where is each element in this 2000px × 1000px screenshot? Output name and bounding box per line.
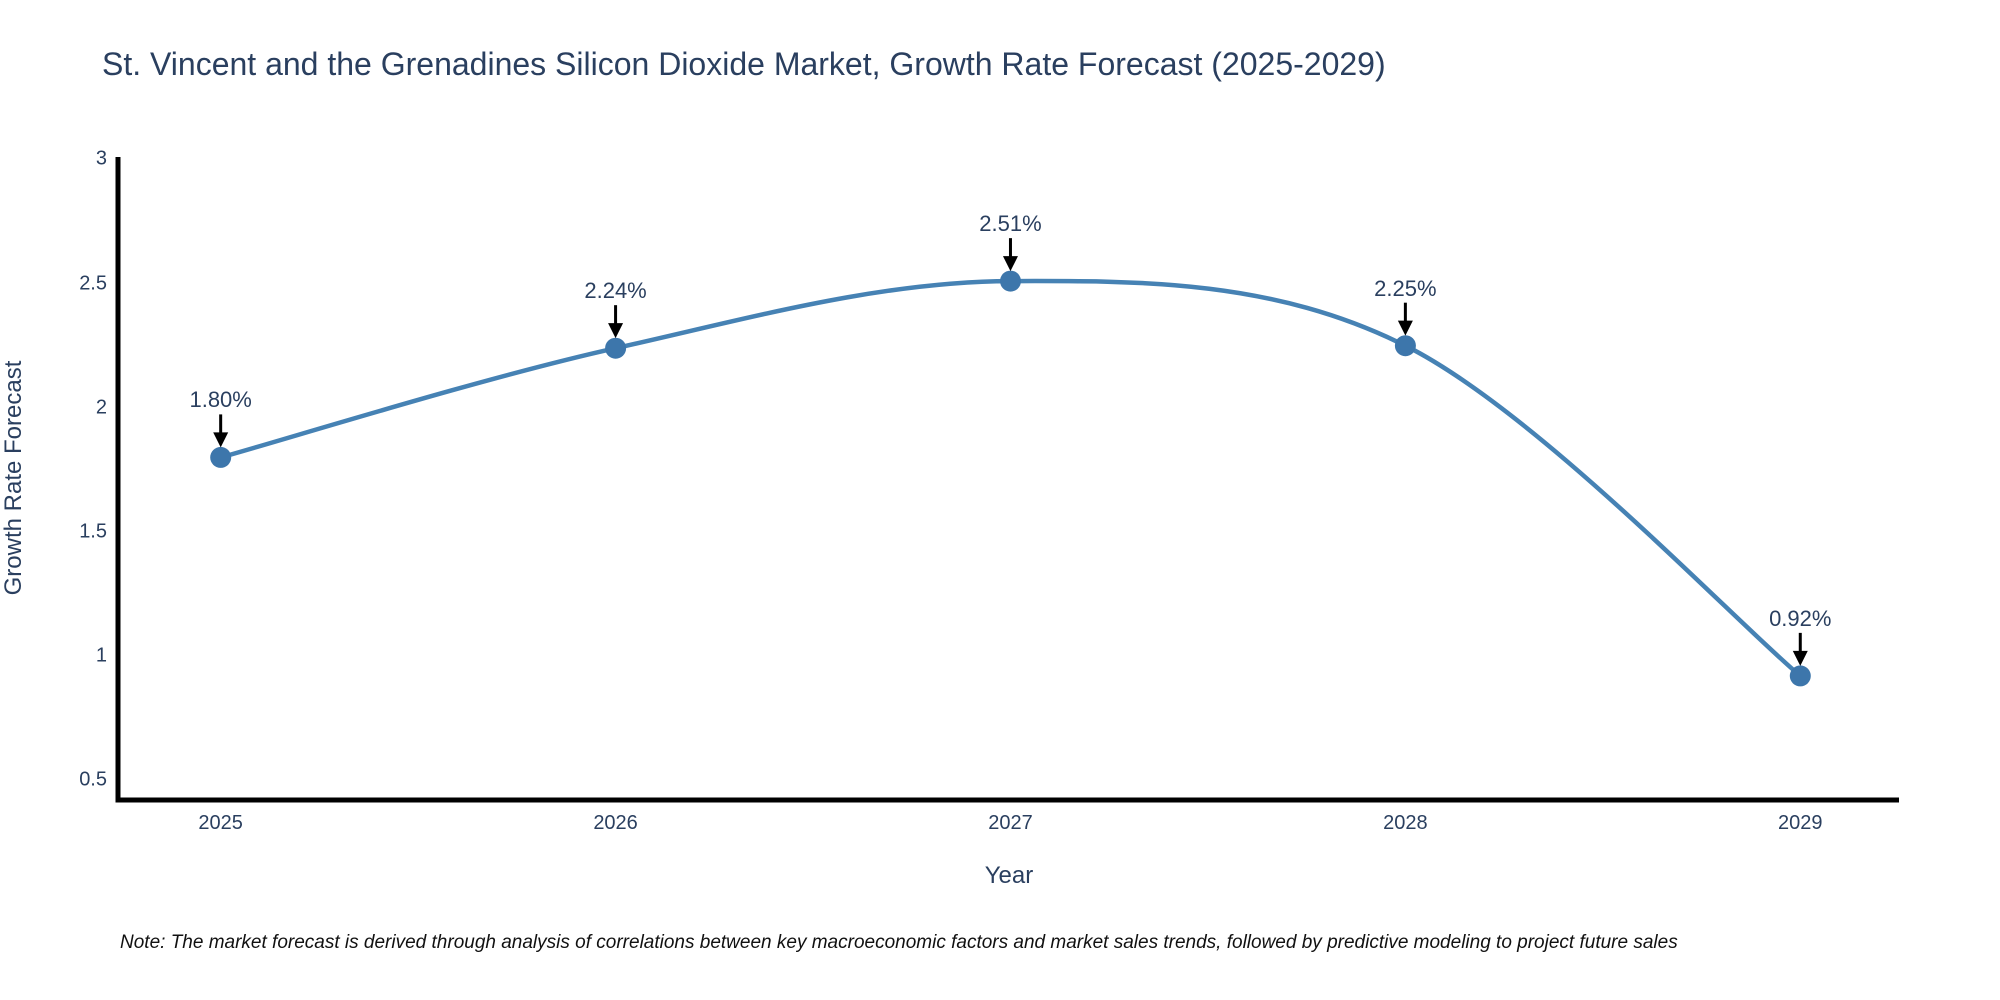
point-value-label: 1.80% [189, 387, 252, 413]
data-point-marker [1394, 335, 1416, 357]
annotation-arrow-head [1002, 256, 1018, 272]
point-value-label: 0.92% [1769, 605, 1832, 631]
annotation-arrow-head [608, 323, 624, 339]
point-value-label: 2.25% [1374, 275, 1437, 301]
annotation-arrow-head [213, 432, 229, 448]
annotation-arrow-head [1792, 650, 1808, 666]
y-tick-label: 0.5 [79, 768, 107, 791]
y-tick-label: 2.5 [79, 272, 107, 295]
x-tick-label: 2029 [1778, 812, 1823, 834]
y-tick-label: 2 [95, 396, 107, 419]
data-point-marker [1000, 270, 1021, 292]
y-tick-label: 3 [95, 147, 107, 170]
chart-title: St. Vincent and the Grenadines Silicon D… [102, 46, 1386, 82]
x-tick-label: 2028 [1383, 812, 1428, 834]
data-point-marker [605, 337, 627, 359]
y-tick-label: 1.5 [79, 520, 107, 543]
footnote: Note: The market forecast is derived thr… [120, 932, 1678, 953]
data-point-marker [210, 446, 232, 468]
point-value-label: 2.51% [979, 211, 1042, 237]
x-tick-label: 2027 [988, 812, 1033, 834]
x-axis-title: Year [984, 862, 1034, 889]
x-tick-label: 2026 [593, 812, 638, 834]
data-point-marker [1789, 665, 1811, 687]
y-axis-title: Growth Rate Forecast [0, 360, 27, 596]
forecast-line [218, 278, 1803, 679]
y-tick-label: 1 [95, 644, 107, 667]
x-tick-label: 2025 [198, 812, 243, 834]
point-value-label: 2.24% [584, 278, 647, 304]
annotation-arrow-head [1397, 320, 1413, 336]
